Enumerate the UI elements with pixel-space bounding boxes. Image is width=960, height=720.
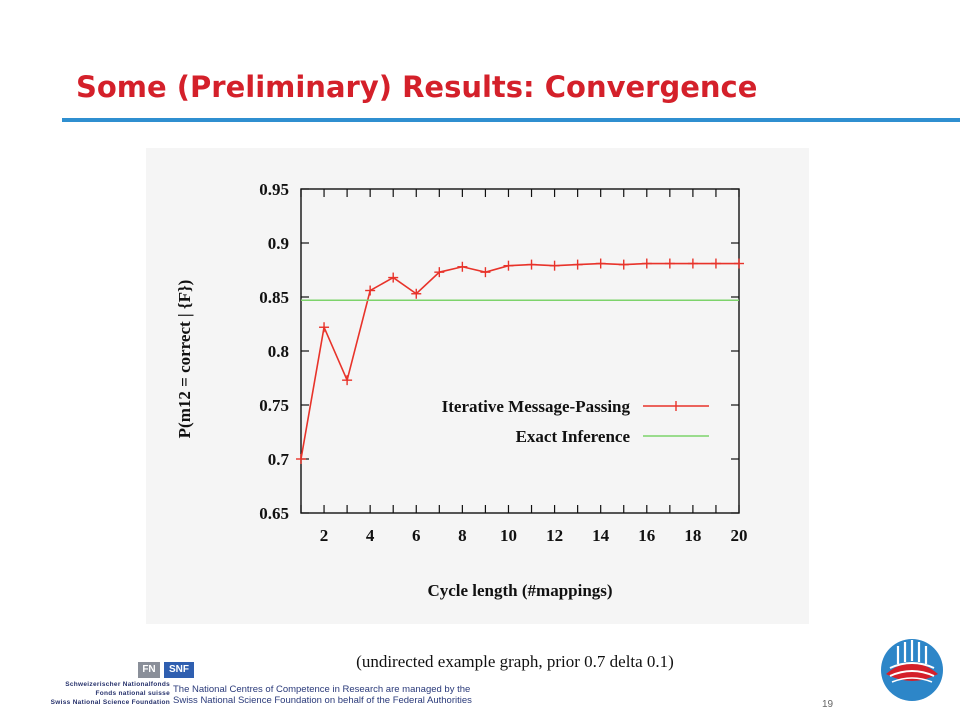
data-point	[687, 258, 698, 269]
y-axis-label: P(m12 = correct | {F})	[175, 280, 194, 439]
data-point	[503, 260, 514, 271]
x-tick-label: 8	[458, 526, 467, 545]
x-tick-label: 18	[684, 526, 701, 545]
legend-label: Exact Inference	[516, 427, 631, 446]
data-point	[480, 267, 491, 278]
data-point	[411, 288, 422, 299]
snf-name-fr: Fonds national suisse	[95, 690, 170, 697]
y-tick-label: 0.95	[259, 180, 289, 199]
y-tick-label: 0.7	[268, 450, 290, 469]
data-point	[549, 260, 560, 271]
data-point	[457, 261, 468, 272]
plot-frame	[300, 188, 740, 514]
footer-text: The National Centres of Competence in Re…	[173, 684, 472, 706]
chart-panel: 2 4 6 8 10 12 14 16 18 20 0.65 0.7 0.75 0.8 0.85 0.9 0.9…	[146, 148, 809, 624]
y-tick-label: 0.85	[259, 288, 289, 307]
x-tick-label: 2	[320, 526, 329, 545]
snf-logo: FN SNF Schweizerischer Nationalfonds Fon…	[28, 662, 194, 708]
data-point	[365, 285, 376, 296]
x-tick-label: 6	[412, 526, 421, 545]
x-tick-label: 20	[731, 526, 748, 545]
data-point	[319, 322, 330, 333]
y-tick-label: 0.75	[259, 396, 289, 415]
x-axis-label: Cycle length (#mappings)	[427, 581, 612, 600]
fn-mark: FN	[138, 662, 160, 678]
data-point	[734, 258, 744, 269]
y-tick-label: 0.65	[259, 504, 289, 523]
footer-line-1: The National Centres of Competence in Re…	[173, 684, 471, 695]
slide-title: Some (Preliminary) Results: Convergence	[76, 70, 758, 104]
nccr-logo	[881, 639, 943, 701]
data-point	[434, 267, 445, 278]
footer-line-2: Swiss National Science Foundation on beh…	[173, 695, 472, 706]
data-point	[595, 258, 606, 269]
data-point	[296, 454, 306, 464]
snf-name-de: Schweizerischer Nationalfonds	[65, 681, 170, 688]
title-rule	[62, 118, 960, 122]
data-point	[342, 375, 353, 386]
page-number: 19	[822, 699, 834, 710]
snf-mark: FN SNF	[138, 662, 194, 678]
y-tick-label: 0.8	[268, 342, 289, 361]
data-point	[572, 259, 583, 270]
x-tick-label: 4	[366, 526, 375, 545]
data-point	[664, 258, 675, 269]
data-point	[641, 258, 652, 269]
x-tick-label: 14	[592, 526, 610, 545]
x-tick-label: 10	[500, 526, 517, 545]
y-tick-label: 0.9	[268, 234, 289, 253]
data-point	[388, 272, 399, 283]
convergence-chart: 2 4 6 8 10 12 14 16 18 20 0.65 0.7 0.75 0.8 0.85 0.9 0.9…	[175, 180, 748, 600]
x-tick-label: 12	[546, 526, 563, 545]
data-point	[618, 259, 629, 270]
legend-label: Iterative Message-Passing	[442, 397, 631, 416]
x-tick-label: 16	[638, 526, 655, 545]
snf-mark-text: SNF	[164, 662, 194, 678]
data-point	[526, 259, 537, 270]
chart-caption: (undirected example graph, prior 0.7 del…	[356, 652, 674, 671]
data-point	[710, 258, 721, 269]
snf-name-en: Swiss National Science Foundation	[50, 699, 170, 706]
